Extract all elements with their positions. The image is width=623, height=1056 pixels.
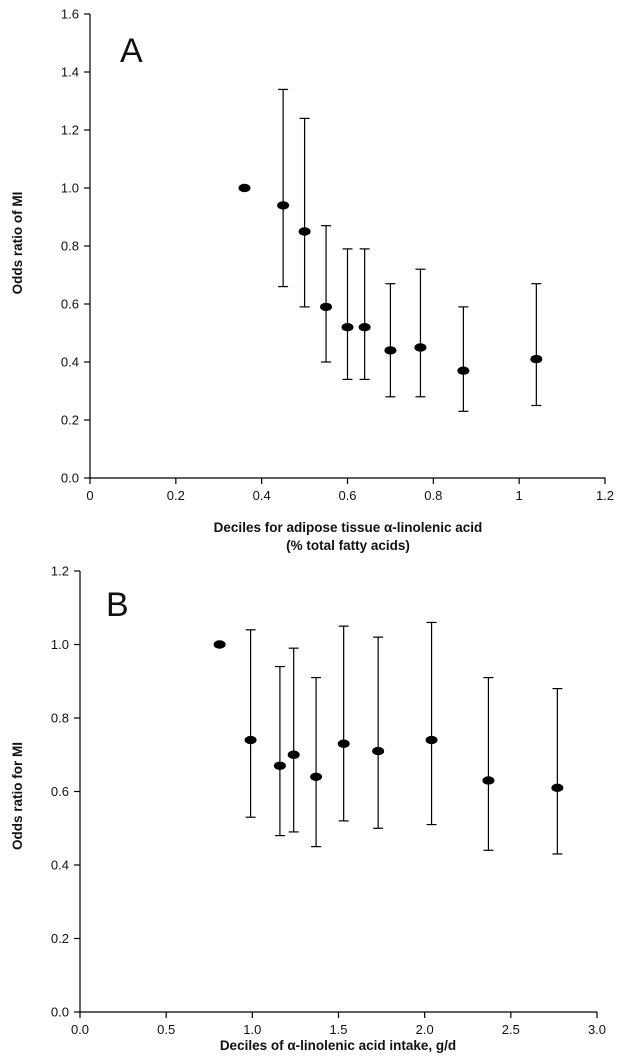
panel-b-error-bar	[426, 621, 437, 826]
panel-b-x-tick-label: 3.0	[588, 1022, 606, 1037]
panel-b-y-tick-label: 0.0	[51, 1005, 69, 1020]
panel-a-data-point	[358, 323, 371, 332]
panel-a-data-point	[320, 302, 333, 312]
panel-b-y-axis-title: Odds ratio for MI	[10, 742, 25, 850]
panel-a-data-point	[238, 183, 251, 193]
panel-b-error-bar	[311, 676, 322, 848]
panel-b-data-point	[310, 772, 323, 781]
panel-a-x-tick-label: 0.2	[167, 488, 185, 503]
panel-b-data-point	[372, 746, 385, 756]
panel-a-x-tick-label: 0.4	[253, 488, 271, 503]
panel-b-data-point	[213, 640, 226, 649]
panel-a-y-tick-label: 1.6	[61, 7, 79, 22]
panel-a-error-bar	[385, 283, 396, 398]
panel-b-x-tick-label: 2.5	[502, 1022, 520, 1037]
panel-b-data-point	[551, 783, 564, 793]
panel-a-x-tick-label: 1.2	[596, 488, 614, 503]
panel-a-plot-area: 0.0 0.2 0.4 0.6 0.8 1.0 1.2 1.4 1.6 0 0.2 0.4 0.6 0.8…	[61, 7, 614, 504]
panel-b-label: B	[106, 586, 129, 624]
panel-a-y-tick-label: 0.6	[61, 297, 79, 312]
panel-b-x-tick-label: 0.0	[71, 1022, 89, 1037]
panel-a-y-tick-label: 1.0	[61, 181, 79, 196]
panel-b-error-bar	[552, 687, 563, 855]
panel-a-data-point	[298, 227, 311, 236]
panel-a-error-bar	[531, 283, 542, 407]
panel-a-error-bar	[458, 306, 469, 412]
panel-b-data-point	[273, 761, 286, 770]
panel-b-x-axis-title: Deciles of α-linolenic acid intake, g/d	[220, 1038, 456, 1053]
panel-b-x-tick-label: 1.0	[243, 1022, 261, 1037]
panel-a-error-bar	[278, 88, 289, 288]
panel-a-y-axis-title: Odds ratio of MI	[10, 192, 25, 295]
panel-a-data-point	[457, 366, 470, 375]
panel-a-y-tick-label: 0.4	[61, 355, 79, 370]
panel-b-y-tick-label: 0.6	[51, 784, 69, 799]
panel-b-y-tick-label: 0.4	[51, 858, 69, 873]
panel-b-plot-area: 0.0 0.2 0.4 0.6 0.8 1.0 1.2 0.0 0.5 1.0 1.5 2.0 2.5 3…	[51, 564, 606, 1038]
panel-a-data-point	[530, 354, 543, 364]
panel-a-label: A	[120, 32, 143, 70]
panel-b-data-point	[337, 739, 350, 748]
panel-b-error-bar	[483, 676, 494, 851]
panel-a-y-tick-label: 0.2	[61, 413, 79, 428]
panel-b-error-bar	[373, 636, 384, 829]
panel-a-error-bar	[359, 248, 370, 380]
panel-b-y-tick-label: 1.2	[51, 564, 69, 579]
panel-a-data-point	[277, 201, 290, 210]
panel-b-x-tick-label: 1.5	[329, 1022, 347, 1037]
panel-a-data-point	[341, 323, 354, 332]
panel-a-x-tick-label: 0.8	[424, 488, 442, 503]
panel-a-x-tick-label: 1	[516, 488, 523, 503]
panel-a-x-tick-label: 0.6	[338, 488, 356, 503]
panel-b-error-bar	[288, 647, 299, 833]
panel-b-data-point	[425, 735, 438, 745]
panel-b-data-point	[287, 750, 300, 759]
panel-a-data-point	[414, 343, 427, 352]
panel-a-data-point	[384, 346, 397, 355]
panel-a-y-tick-label: 0.8	[61, 239, 79, 254]
panel-b-data-point	[482, 776, 495, 785]
panel-a-y-tick-label: 1.4	[61, 65, 79, 80]
panel-b-y-tick-label: 0.2	[51, 931, 69, 946]
panel-a-error-bar	[321, 225, 332, 363]
panel-b-y-tick-label: 0.8	[51, 711, 69, 726]
panel-b-error-bar	[245, 629, 256, 818]
panel-b-error-bar	[338, 625, 349, 822]
panel-a-x-axis-title-line1: Deciles for adipose tissue α-linolenic a…	[214, 520, 483, 535]
panel-a-x-axis-title-line2: (% total fatty acids)	[286, 538, 410, 553]
panel-b-chart: B Odds ratio for MI Deciles of α-linolen…	[10, 564, 606, 1054]
panel-b-data-point	[244, 735, 257, 745]
panel-a-error-bar	[299, 117, 310, 308]
panel-b-x-tick-label: 2.0	[416, 1022, 434, 1037]
panel-a-chart: A Odds ratio of MI Deciles for adipose t…	[10, 7, 614, 554]
panel-b-y-tick-label: 1.0	[51, 637, 69, 652]
panel-a-y-tick-label: 0.0	[61, 471, 79, 486]
panel-a-error-bar	[415, 268, 426, 398]
panel-a-y-tick-label: 1.2	[61, 123, 79, 138]
panel-a-error-bar	[342, 248, 353, 380]
panel-b-x-tick-label: 0.5	[157, 1022, 175, 1037]
panel-b-error-bar	[274, 665, 285, 837]
panel-a-x-tick-label: 0	[86, 488, 93, 503]
